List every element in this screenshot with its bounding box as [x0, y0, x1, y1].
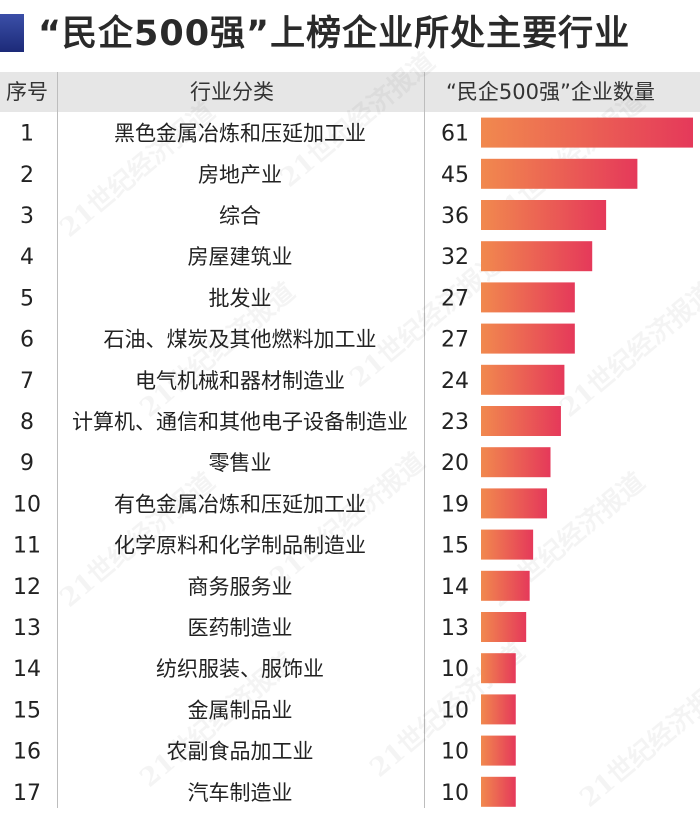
value-label: 45: [441, 163, 469, 188]
header-count: “民企500强”企业数量: [446, 80, 655, 104]
rank-label: 8: [20, 410, 34, 435]
title-accent-block: [0, 14, 24, 52]
bar: [481, 447, 551, 478]
bar: [481, 488, 548, 519]
value-label: 20: [441, 451, 469, 476]
bar: [481, 694, 516, 725]
value-label: 61: [441, 122, 469, 147]
value-label: 10: [441, 781, 469, 806]
bar: [481, 158, 638, 189]
rank-label: 16: [13, 740, 41, 765]
category-label: 化学原料和化学制品制造业: [114, 534, 366, 558]
value-label: 15: [441, 534, 469, 559]
rank-label: 11: [13, 534, 41, 559]
value-label: 36: [441, 204, 469, 229]
rank-label: 5: [20, 286, 34, 311]
category-label: 房屋建筑业: [188, 245, 293, 269]
value-label: 32: [441, 245, 469, 270]
value-label: 10: [441, 657, 469, 682]
rank-label: 2: [20, 163, 34, 188]
bar: [481, 323, 575, 354]
bar: [481, 653, 516, 684]
rank-label: 6: [20, 328, 34, 353]
rank-label: 3: [20, 204, 34, 229]
category-label: 零售业: [209, 451, 272, 475]
bar: [481, 241, 593, 272]
bar: [481, 200, 607, 230]
bar: [481, 529, 534, 560]
value-label: 27: [441, 286, 469, 311]
value-label: 23: [441, 410, 469, 435]
rank-label: 14: [13, 657, 41, 682]
value-label: 27: [441, 328, 469, 353]
bar: [481, 570, 530, 601]
value-label: 10: [441, 698, 469, 723]
bar: [481, 282, 575, 313]
rank-label: 4: [20, 245, 34, 270]
category-label: 石油、煤炭及其他燃料加工业: [104, 328, 377, 352]
rank-label: 10: [13, 492, 41, 517]
category-label: 商务服务业: [188, 575, 293, 599]
table-header: 序号 行业分类 “民企500强”企业数量: [0, 72, 700, 112]
rank-label: 1: [20, 122, 34, 147]
rank-column-divider: [57, 72, 58, 808]
category-label: 纺织服装、服饰业: [156, 657, 324, 681]
category-label: 医药制造业: [188, 616, 293, 640]
value-label: 10: [441, 740, 469, 765]
rank-label: 7: [20, 369, 34, 394]
rank-label: 17: [13, 781, 41, 806]
category-label: 黑色金属冶炼和压延加工业: [114, 122, 366, 146]
value-label: 13: [441, 616, 469, 641]
title-bar: “民企500强”上榜企业所处主要行业: [0, 0, 700, 68]
rank-label: 15: [13, 698, 41, 723]
category-label: 金属制品业: [188, 698, 293, 722]
bar: [481, 406, 561, 436]
category-label: 批发业: [209, 286, 272, 310]
value-label: 19: [441, 492, 469, 517]
rank-label: 9: [20, 451, 34, 476]
category-label: 汽车制造业: [188, 781, 293, 805]
bar: [481, 117, 693, 148]
category-label: 房地产业: [198, 163, 282, 187]
value-label: 24: [441, 369, 469, 394]
header-industry: 行业分类: [190, 80, 274, 104]
category-label: 农副食品加工业: [167, 740, 314, 764]
bar: [481, 735, 516, 766]
chart-rows: 1 黑色金属冶炼和压延加工业 612 房地产业 453 综合 364 房屋建筑业 325 批发业 2…: [13, 117, 693, 807]
rank-label: 12: [13, 575, 41, 600]
category-label: 计算机、通信和其他电子设备制造业: [72, 410, 408, 434]
bar: [481, 776, 516, 807]
value-label: 14: [441, 575, 469, 600]
header-rank: 序号: [6, 80, 48, 104]
rank-label: 13: [13, 616, 41, 641]
category-label: 有色金属冶炼和压延加工业: [114, 492, 366, 516]
category-label: 电气机械和器材制造业: [135, 369, 345, 393]
bar: [481, 364, 565, 395]
category-label: 综合: [219, 204, 261, 228]
bar: [481, 612, 527, 642]
count-column-divider: [424, 72, 425, 808]
chart-title: “民企500强”上榜企业所处主要行业: [38, 14, 631, 54]
